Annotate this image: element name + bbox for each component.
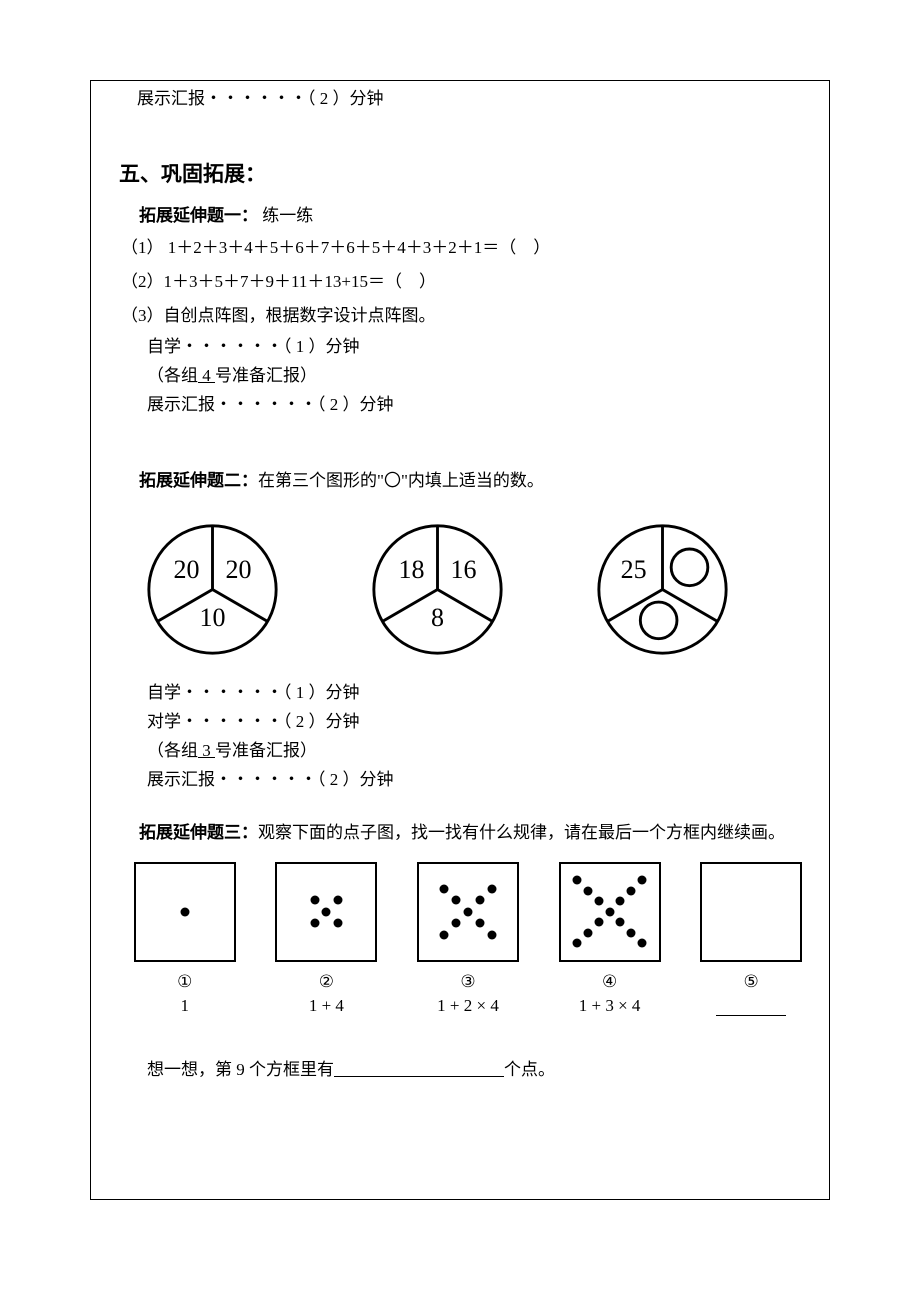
dot-icon [637, 876, 646, 885]
ext1-s3: 展示汇报・・・・・・（ 2 ）分钟 [103, 391, 803, 420]
fill-blank[interactable] [334, 1076, 504, 1077]
dot-icon [627, 886, 636, 895]
dotbox-4 [559, 862, 661, 962]
dot-icon [475, 919, 484, 928]
dotbox-col-1: ①1 [133, 862, 237, 1016]
c3-tl: 25 [621, 555, 647, 584]
ext1-q1: （1） 1＋2＋3＋4＋5＋6＋7＋6＋5＋4＋3＋2＋1＝（ ） [103, 231, 803, 265]
ext2-s1: 自学・・・・・・（ 1 ）分钟 [103, 679, 803, 708]
section-5-title: 五、巩固拓展： [103, 158, 803, 188]
dot-icon [487, 930, 496, 939]
circle-diagram-3: 25 [595, 522, 730, 657]
ext2-s3b: 号准备汇报） [215, 741, 317, 760]
dot-icon [616, 897, 625, 906]
dot-icon [573, 939, 582, 948]
blank-circle-icon [640, 602, 677, 639]
dot-boxes-row: ①1②1 + 4③1 + 2 × 4④1 + 3 × 4⑤ [103, 862, 803, 1016]
dot-icon [475, 896, 484, 905]
ext3-think-a: 想一想，第 9 个方框里有 [147, 1060, 334, 1079]
dot-expression: 1 + 4 [309, 996, 344, 1016]
fill-blank[interactable] [716, 1015, 786, 1016]
dot-icon [310, 896, 319, 905]
top-report-line: 展示汇报・・・・・・（ 2 ）分钟 [103, 85, 803, 114]
dot-icon [334, 896, 343, 905]
ext3-think: 想一想，第 9 个方框里有 个点。 [103, 1056, 803, 1085]
ext2-heading: 拓展延伸题二：在第三个图形的"〇"内填上适当的数。 [103, 467, 803, 496]
dot-icon [452, 919, 461, 928]
ext2-s4: 展示汇报・・・・・・（ 2 ）分钟 [103, 766, 803, 795]
dot-expression: 1 [181, 996, 190, 1016]
dot-expression [716, 996, 786, 1016]
ext3-think-b: 个点。 [504, 1060, 555, 1079]
circle-diagram-1: 20 20 10 [145, 522, 280, 657]
circle-diagrams-row: 20 20 10 18 16 8 25 [103, 522, 803, 657]
dot-icon [605, 907, 614, 916]
dotbox-1 [134, 862, 236, 962]
ext2-s3u: 3 [198, 741, 215, 760]
circled-number: ⑤ [744, 972, 759, 992]
dot-icon [584, 928, 593, 937]
dot-icon [616, 918, 625, 927]
dot-icon [310, 919, 319, 928]
dot-icon [452, 896, 461, 905]
dot-icon [573, 876, 582, 885]
c1-b: 10 [199, 603, 225, 632]
circled-number: ① [177, 972, 192, 992]
dotbox-col-4: ④ 1 + 3 × 4 [558, 862, 662, 1016]
ext3-heading-bold: 拓展延伸题三： [139, 823, 258, 842]
c2-tl: 18 [398, 555, 424, 584]
blank-circle-icon [671, 549, 708, 586]
ext2-heading-bold: 拓展延伸题二： [139, 471, 258, 490]
ext1-s2u: 4 [198, 366, 215, 385]
ext3-heading-rest: 观察下面的点子图，找一找有什么规律，请在最后一个方框内继续画。 [258, 823, 785, 842]
dot-icon [180, 907, 189, 916]
ext1-heading: 拓展延伸题一： 练一练 [103, 202, 803, 231]
dotbox-3 [417, 862, 519, 962]
dot-icon [594, 897, 603, 906]
circle-diagram-2: 18 16 8 [370, 522, 505, 657]
c1-tl: 20 [173, 555, 199, 584]
c1-tr: 20 [226, 555, 252, 584]
dot-icon [463, 907, 472, 916]
dot-icon [440, 884, 449, 893]
ext1-q2: （2）1＋3＋5＋7＋9＋11＋13+15＝（ ） [103, 265, 803, 299]
page-frame: 展示汇报・・・・・・（ 2 ）分钟 五、巩固拓展： 拓展延伸题一： 练一练 （1… [90, 80, 830, 1200]
ext1-s1: 自学・・・・・・（ 1 ）分钟 [103, 333, 803, 362]
dot-icon [627, 928, 636, 937]
dotbox-col-5: ⑤ [699, 862, 803, 1016]
circled-number: ③ [460, 972, 475, 992]
dot-icon [584, 886, 593, 895]
ext2-s3: （各组 3 号准备汇报） [103, 737, 803, 766]
ext1-s2: （各组 4 号准备汇报） [103, 362, 803, 391]
circled-number: ② [319, 972, 334, 992]
ext3-heading: 拓展延伸题三：观察下面的点子图，找一找有什么规律，请在最后一个方框内继续画。 [103, 819, 803, 848]
dot-icon [322, 907, 331, 916]
dot-icon [594, 918, 603, 927]
ext2-s3a: （各组 [147, 741, 198, 760]
dot-expression: 1 + 2 × 4 [437, 996, 499, 1016]
ext1-s2b: 号准备汇报） [215, 366, 317, 385]
dotbox-2 [275, 862, 377, 962]
dotbox-col-2: ② 1 + 4 [275, 862, 379, 1016]
dotbox-col-3: ③ 1 + 2 × 4 [416, 862, 520, 1016]
dot-icon [487, 884, 496, 893]
c2-tr: 16 [451, 555, 477, 584]
ext1-q3: （3）自创点阵图，根据数字设计点阵图。 [103, 299, 803, 333]
circled-number: ④ [602, 972, 617, 992]
ext2-s2: 对学・・・・・・（ 2 ）分钟 [103, 708, 803, 737]
ext2-heading-rest: 在第三个图形的"〇"内填上适当的数。 [258, 471, 544, 490]
ext1-s2a: （各组 [147, 366, 198, 385]
ext1-heading-bold: 拓展延伸题一： [139, 206, 258, 225]
ext1-heading-rest: 练一练 [258, 206, 313, 225]
dot-icon [440, 930, 449, 939]
dotbox-5 [700, 862, 802, 962]
dot-icon [334, 919, 343, 928]
dot-expression: 1 + 3 × 4 [579, 996, 641, 1016]
c2-b: 8 [431, 603, 444, 632]
dot-icon [637, 939, 646, 948]
